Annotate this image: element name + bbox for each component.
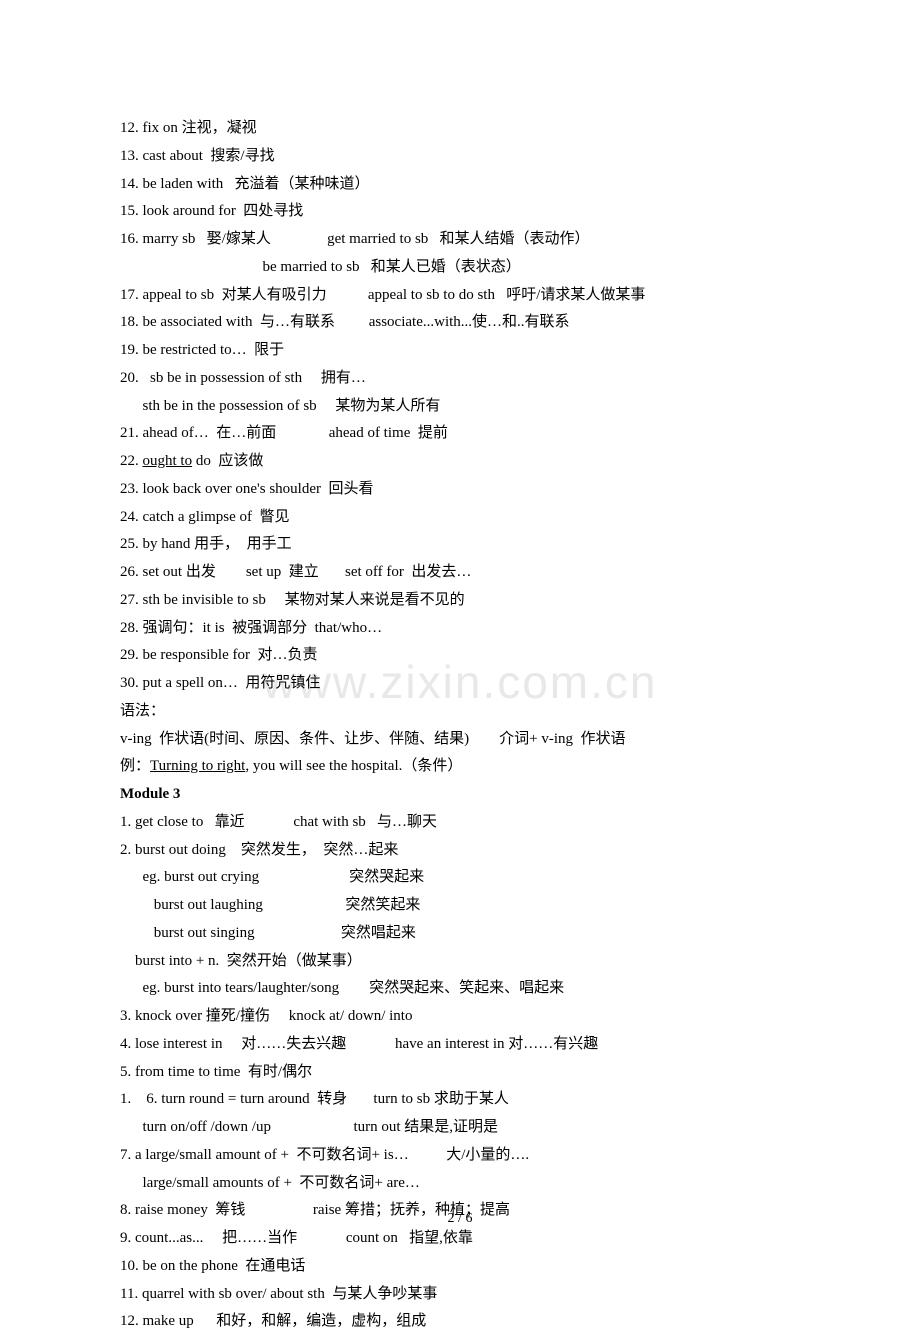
text-line: 22. ought to do 应该做 (120, 448, 800, 476)
text-line: 12. make up 和好，和解，编造，虚构，组成 (120, 1308, 800, 1336)
text-line: eg. burst out crying 突然哭起来 (120, 864, 800, 892)
text-line: 1. get close to 靠近 chat with sb 与…聊天 (120, 809, 800, 837)
text-line: 28. 强调句：it is 被强调部分 that/who… (120, 615, 800, 643)
text-line: 例：Turning to right, you will see the hos… (120, 753, 800, 781)
text-line: 30. put a spell on… 用符咒镇住 (120, 670, 800, 698)
text-line: 16. marry sb 娶/嫁某人 get married to sb 和某人… (120, 226, 800, 254)
text-line: 12. fix on 注视，凝视 (120, 115, 800, 143)
text-line: v-ing 作状语(时间、原因、条件、让步、伴随、结果) 介词+ v-ing 作… (120, 726, 800, 754)
text-line: 26. set out 出发 set up 建立 set off for 出发去… (120, 559, 800, 587)
text-line: 4. lose interest in 对……失去兴趣 have an inte… (120, 1031, 800, 1059)
text-line: 11. quarrel with sb over/ about sth 与某人争… (120, 1281, 800, 1309)
text-line: 5. from time to time 有时/偶尔 (120, 1059, 800, 1087)
text-line: 17. appeal to sb 对某人有吸引力 appeal to sb to… (120, 282, 800, 310)
text-line: 23. look back over one's shoulder 回头看 (120, 476, 800, 504)
text-line: 24. catch a glimpse of 瞥见 (120, 504, 800, 532)
text-line: 语法： (120, 698, 800, 726)
text-segment: do 应该做 (192, 453, 263, 469)
text-line: burst out laughing 突然笑起来 (120, 892, 800, 920)
text-line: 21. ahead of… 在…前面 ahead of time 提前 (120, 420, 800, 448)
text-line: 18. be associated with 与…有联系 associate..… (120, 309, 800, 337)
text-line: burst into + n. 突然开始（做某事） (120, 948, 800, 976)
text-line: 7. a large/small amount of + 不可数名词+ is… … (120, 1142, 800, 1170)
text-line: 13. cast about 搜索/寻找 (120, 143, 800, 171)
text-line: 15. look around for 四处寻找 (120, 198, 800, 226)
text-line: eg. burst into tears/laughter/song 突然哭起来… (120, 975, 800, 1003)
text-line: turn on/off /down /up turn out 结果是,证明是 (120, 1114, 800, 1142)
text-line: 2. burst out doing 突然发生， 突然…起来 (120, 837, 800, 865)
text-line: 25. by hand 用手， 用手工 (120, 531, 800, 559)
text-segment: Turning to right (150, 758, 245, 774)
text-line: 19. be restricted to… 限于 (120, 337, 800, 365)
text-line: 10. be on the phone 在通电话 (120, 1253, 800, 1281)
text-line: 27. sth be invisible to sb 某物对某人来说是看不见的 (120, 587, 800, 615)
document-content: 12. fix on 注视，凝视13. cast about 搜索/寻找14. … (120, 115, 800, 1336)
text-line: sth be in the possession of sb 某物为某人所有 (120, 393, 800, 421)
text-line: 29. be responsible for 对…负责 (120, 642, 800, 670)
text-segment: ought to (143, 453, 193, 469)
text-line: 9. count...as... 把……当作 count on 指望,依靠 (120, 1225, 800, 1253)
text-line: 8. raise money 筹钱 raise 筹措；抚养，种植；提高 (120, 1197, 800, 1225)
text-line: Module 3 (120, 781, 800, 809)
text-segment: 22. (120, 453, 143, 469)
text-line: 3. knock over 撞死/撞伤 knock at/ down/ into (120, 1003, 800, 1031)
text-line: 14. be laden with 充溢着（某种味道） (120, 171, 800, 199)
text-line: large/small amounts of + 不可数名词+ are… (120, 1170, 800, 1198)
text-line: 20. sb be in possession of sth 拥有… (120, 365, 800, 393)
text-segment: 例： (120, 758, 150, 774)
text-line: be married to sb 和某人已婚（表状态） (120, 254, 800, 282)
text-line: 1. 6. turn round = turn around 转身 turn t… (120, 1086, 800, 1114)
text-segment: , you will see the hospital.（条件） (245, 758, 462, 774)
text-line: burst out singing 突然唱起来 (120, 920, 800, 948)
